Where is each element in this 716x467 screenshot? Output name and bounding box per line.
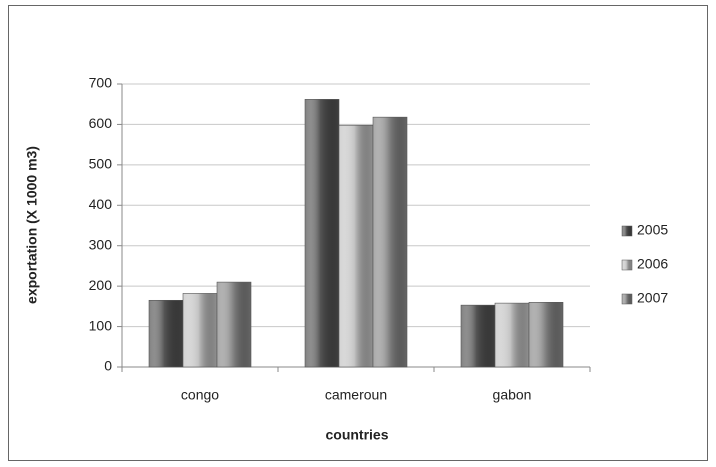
bar-shade — [372, 116, 408, 368]
x-tick-label: cameroun — [325, 387, 387, 403]
y-tick-label: 500 — [89, 156, 113, 172]
y-tick-label: 600 — [89, 115, 113, 131]
legend-label: 2007 — [637, 290, 668, 306]
y-tick-label: 200 — [89, 277, 113, 293]
legend-swatch-shade — [621, 225, 633, 237]
legend-label: 2006 — [637, 256, 668, 272]
bar-shade — [460, 304, 496, 368]
bar-shade — [528, 302, 564, 368]
y-tick-label: 700 — [89, 75, 113, 91]
x-tick-label: gabon — [493, 387, 532, 403]
bar-shade — [216, 281, 252, 368]
bar-shade — [182, 293, 218, 368]
bar-shade — [338, 124, 374, 368]
y-tick-label: 100 — [89, 317, 113, 333]
x-tick-label: congo — [181, 387, 219, 403]
y-axis-title: exportation (X 1000 m3) — [24, 146, 40, 304]
legend-swatch-shade — [621, 293, 633, 305]
legend-label: 2005 — [637, 222, 668, 238]
y-tick-label: 0 — [104, 358, 112, 374]
bar-shade — [494, 302, 530, 368]
y-tick-label: 400 — [89, 196, 113, 212]
bar-shade — [148, 299, 184, 368]
bar-shade — [304, 99, 340, 368]
y-tick-label: 300 — [89, 236, 113, 252]
legend-swatch-shade — [621, 259, 633, 271]
x-axis-title: countries — [325, 427, 388, 443]
